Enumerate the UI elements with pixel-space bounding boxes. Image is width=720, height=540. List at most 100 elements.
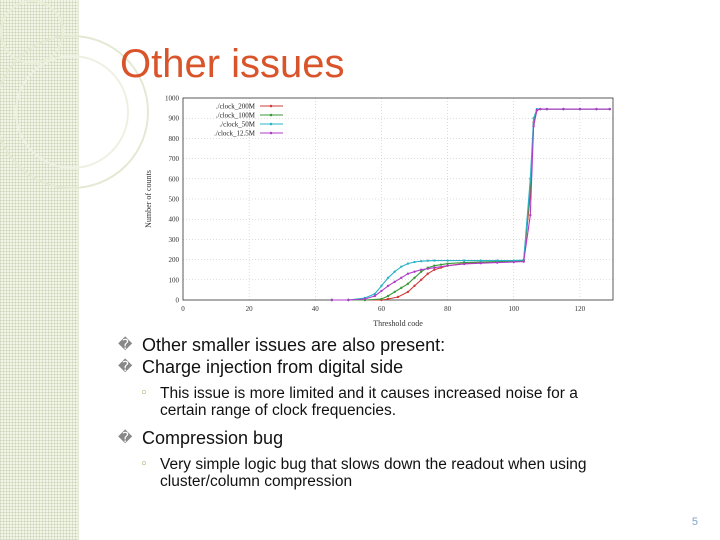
decorative-circle [0, 35, 149, 189]
legend-marker [269, 104, 273, 108]
y-tick-label: 300 [169, 236, 180, 244]
data-point [413, 260, 416, 264]
data-point [532, 117, 535, 120]
y-tick-label: 200 [169, 256, 180, 264]
data-point [406, 290, 410, 294]
sub-bullet-marker-icon: ◦ [140, 386, 148, 401]
y-tick-label: 900 [169, 115, 180, 123]
x-tick-label: 80 [444, 305, 452, 313]
y-axis-label: Number of counts [144, 170, 153, 228]
data-point [539, 107, 542, 111]
y-tick-label: 100 [169, 276, 180, 284]
data-point [419, 260, 423, 263]
legend-label: ./clock_100M [216, 112, 256, 120]
data-point [380, 297, 383, 301]
data-point [578, 107, 582, 111]
data-point [380, 289, 383, 293]
data-point [562, 107, 565, 111]
bullet-item: � Compression bug [118, 427, 708, 449]
data-point [426, 259, 429, 263]
page-number: 5 [691, 516, 698, 528]
y-tick-label: 500 [169, 196, 180, 204]
data-point [373, 292, 377, 296]
data-point [386, 297, 390, 301]
sub-bullet-item: ◦ Very simple logic bug that slows down … [140, 456, 708, 490]
data-point [529, 213, 532, 217]
data-point [400, 276, 403, 279]
y-tick-label: 0 [176, 297, 180, 305]
series-line [331, 108, 610, 301]
plot-frame [182, 97, 614, 301]
data-point [330, 298, 334, 302]
data-point [406, 282, 410, 286]
y-tick-label: 600 [169, 175, 180, 183]
bullet-text: Other smaller issues are also present: [142, 335, 446, 355]
data-point [347, 298, 350, 302]
data-point [373, 294, 377, 298]
data-point [386, 276, 390, 279]
bullet-marker-icon: � [118, 337, 133, 353]
bullet-text: Charge injection from digital side [142, 357, 404, 377]
data-point [426, 267, 429, 270]
data-point [522, 260, 525, 263]
data-point [406, 262, 410, 265]
data-point [396, 295, 400, 299]
y-tick-label: 800 [169, 135, 180, 143]
data-point [419, 270, 423, 273]
x-tick-label: 60 [378, 305, 386, 313]
legend-marker [269, 131, 273, 135]
data-point [380, 284, 383, 288]
x-tick-label: 0 [181, 305, 185, 313]
decorative-circle [0, 0, 64, 64]
data-point [535, 108, 539, 112]
data-point [479, 259, 482, 262]
data-point [413, 284, 416, 288]
x-tick-label: 20 [246, 305, 254, 313]
data-point [512, 260, 515, 264]
x-axis-label: Threshold code [373, 319, 423, 328]
bullet-list: � Other smaller issues are also present:… [118, 334, 708, 490]
data-point [496, 259, 499, 262]
data-point [419, 268, 423, 271]
y-tick-label: 1000 [165, 95, 180, 103]
sub-bullet-text: Very simple logic bug that slows down th… [160, 456, 587, 490]
bullet-item: � Other smaller issues are also present: [118, 334, 708, 356]
data-point [439, 263, 443, 266]
legend-label: ./clock_50M [219, 121, 255, 129]
data-point [433, 268, 436, 271]
data-point [426, 272, 429, 275]
slide-title: Other issues [120, 42, 345, 86]
data-point [608, 107, 611, 111]
data-point [419, 278, 423, 281]
series-line [331, 108, 610, 301]
data-point [400, 265, 403, 268]
data-point [433, 266, 436, 269]
bullet-marker-icon: � [118, 359, 133, 375]
decorative-circle [15, 55, 129, 169]
bullet-item: � Charge injection from digital side [118, 356, 708, 378]
sub-bullet-text: This issue is more limited and it causes… [160, 385, 578, 419]
series-line [331, 108, 610, 301]
decorative-side-pattern [0, 0, 149, 540]
data-point [400, 286, 403, 290]
data-point [529, 177, 532, 180]
bullet-text: Compression bug [142, 428, 284, 448]
data-point [393, 270, 396, 273]
y-tick-label: 700 [169, 155, 180, 163]
series-line [331, 108, 610, 301]
data-point [406, 272, 410, 275]
x-tick-label: 100 [509, 305, 520, 313]
data-point [496, 261, 499, 264]
data-point [393, 290, 396, 294]
bullet-marker-icon: � [118, 430, 133, 446]
legend-label: ./clock_12.5M [214, 130, 256, 138]
data-point [595, 107, 598, 111]
data-point [413, 276, 416, 279]
data-point [433, 259, 436, 262]
sub-bullet-item: ◦ This issue is more limited and it caus… [140, 385, 708, 419]
data-point [433, 264, 436, 267]
data-point [413, 270, 416, 273]
x-tick-label: 120 [575, 305, 586, 313]
data-point [386, 284, 390, 288]
y-tick-label: 400 [169, 216, 180, 224]
